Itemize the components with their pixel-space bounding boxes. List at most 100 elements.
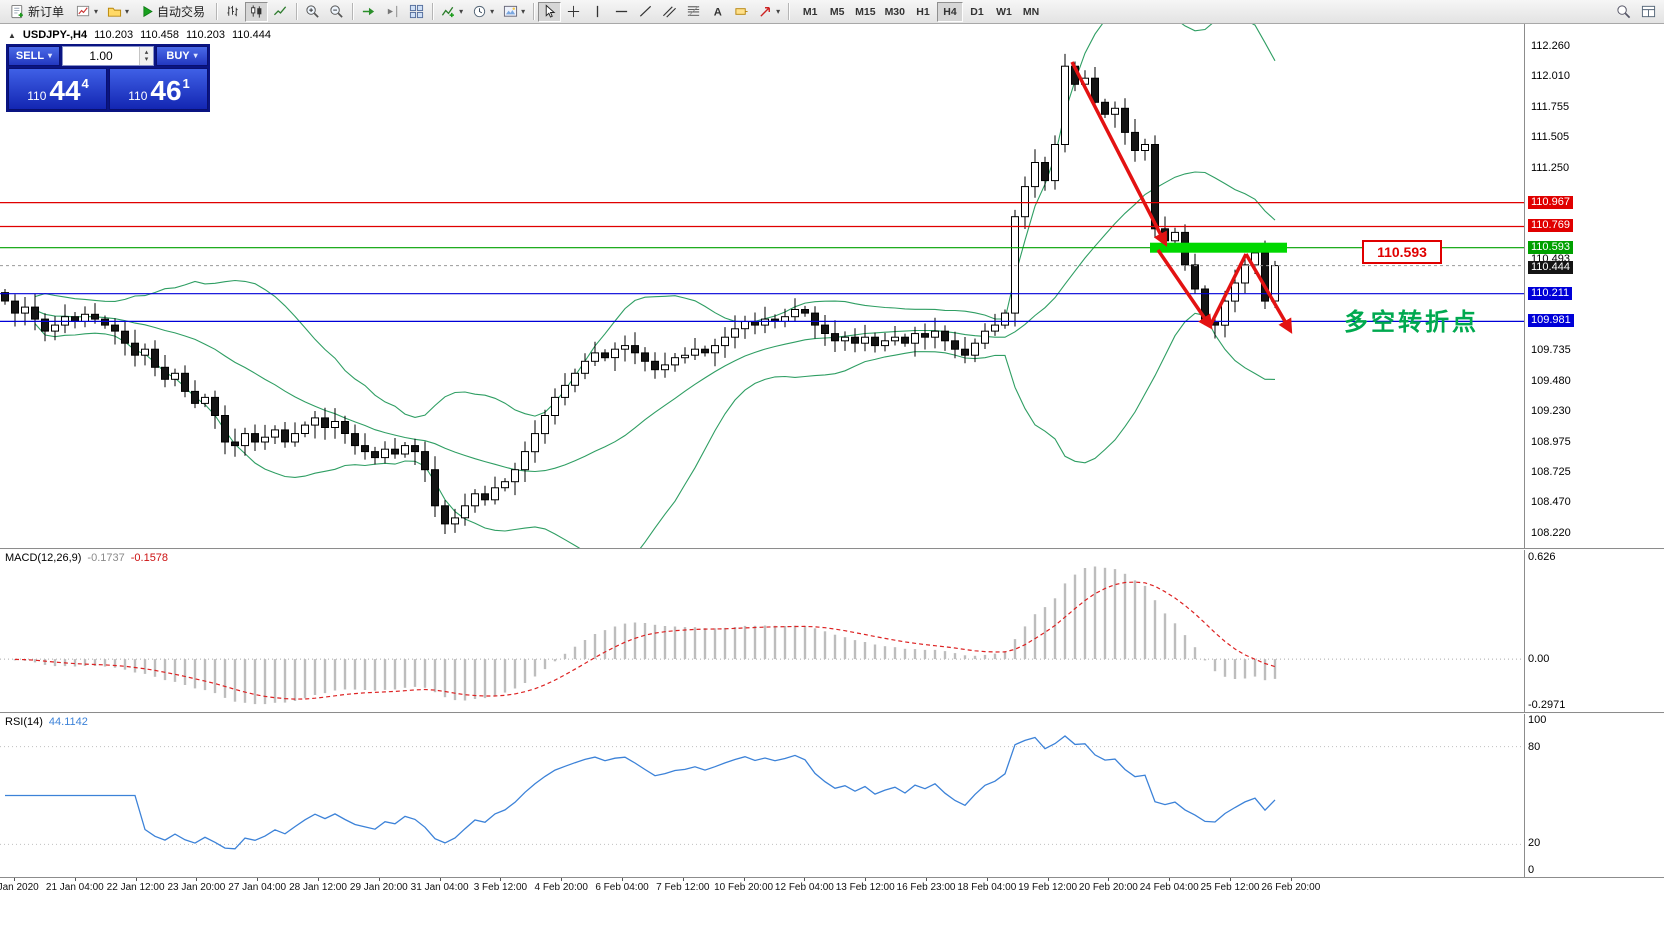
volume-down-icon[interactable]: ▾: [144, 56, 149, 63]
cursor-button[interactable]: [538, 1, 562, 22]
one-click-collapse-icon[interactable]: ▲: [8, 30, 16, 40]
text-button[interactable]: A: [706, 2, 729, 22]
sell-dropdown-icon[interactable]: ▾: [48, 51, 53, 60]
timeframe-m5-button[interactable]: M5: [824, 2, 850, 22]
channel-button[interactable]: [658, 2, 681, 22]
timeframe-m1-button[interactable]: M1: [797, 2, 823, 22]
price-axis-label: 110.593: [1528, 241, 1573, 254]
new-chart-button[interactable]: ▾: [72, 2, 102, 22]
indicators-button[interactable]: ▾: [437, 2, 467, 22]
trendline-button[interactable]: [634, 2, 657, 22]
rsi-axis[interactable]: 100 80 20 0: [1524, 714, 1664, 877]
periods-dropdown-icon[interactable]: ▾: [490, 6, 495, 16]
zoom-in-button[interactable]: [301, 2, 324, 22]
templates-button[interactable]: ▾: [499, 2, 529, 22]
auto-scroll-button[interactable]: [357, 2, 380, 22]
time-axis-tick: [318, 878, 319, 881]
timeframe-w1-button[interactable]: W1: [991, 2, 1017, 22]
rsi-plot[interactable]: [0, 714, 1524, 877]
tile-windows-icon: [409, 4, 424, 19]
vertical-line-button[interactable]: [586, 2, 609, 22]
auto-trading-button[interactable]: 自动交易: [134, 2, 212, 22]
new-chart-dropdown-icon[interactable]: ▾: [94, 6, 99, 16]
volume-value[interactable]: 1.00: [89, 49, 113, 63]
ohlc-open: 110.203: [94, 29, 134, 41]
arrows-tool-button[interactable]: ▾: [754, 2, 784, 22]
zoom-out-icon: [329, 4, 344, 19]
time-axis-tick: [743, 878, 745, 881]
bar-chart-button[interactable]: [221, 2, 244, 22]
profiles-button[interactable]: ▾: [103, 2, 133, 22]
chart-shift-icon: [385, 4, 400, 19]
time-axis-label: 3 Feb 12:00: [473, 882, 528, 893]
candlestick-chart-button[interactable]: [245, 1, 269, 22]
timeframe-mn-button[interactable]: MN: [1018, 2, 1044, 22]
crosshair-icon: [566, 4, 581, 19]
tile-windows-button[interactable]: [405, 2, 428, 22]
periods-button[interactable]: ▾: [468, 2, 498, 22]
crosshair-button[interactable]: [562, 2, 585, 22]
arrows-dropdown-icon[interactable]: ▾: [776, 6, 781, 16]
timeframe-m15-button[interactable]: M15: [851, 2, 879, 22]
rsi-axis-label: 100: [1528, 714, 1547, 726]
time-axis-tick: [14, 878, 15, 881]
horizontal-line-button[interactable]: [610, 2, 633, 22]
text-label-button[interactable]: [730, 2, 753, 22]
auto-scroll-icon: [361, 4, 376, 19]
time-axis-label: 29 Jan 20:00: [349, 882, 408, 893]
level-price-label[interactable]: 110.593: [1362, 240, 1442, 264]
toolbar-separator: [352, 3, 354, 20]
time-axis-label: 23 Jan 20:00: [167, 882, 226, 893]
fibonacci-button[interactable]: [682, 2, 705, 22]
time-axis-label: 12 Feb 04:00: [774, 882, 834, 893]
chart-title: ▲ USDJPY-,H4 110.203 110.458 110.203 110…: [8, 29, 271, 41]
time-axis-tick: [926, 878, 927, 881]
timeframe-m30-button[interactable]: M30: [881, 2, 909, 22]
volume-field[interactable]: 1.00 ▴ ▾: [62, 46, 154, 66]
sell-price-sup: 4: [81, 76, 89, 91]
time-axis-tick: [196, 878, 198, 881]
time-axis-label: 31 Jan 04:00: [410, 882, 469, 893]
templates-dropdown-icon[interactable]: ▾: [521, 6, 526, 16]
channel-icon: [662, 4, 677, 19]
toolbar: 新订单 ▾ ▾ 自动交易 ▾ ▾: [0, 0, 1664, 24]
panel-separator[interactable]: [0, 548, 1664, 550]
macd-plot[interactable]: [0, 550, 1524, 712]
time-axis-label: 28 Jan 12:00: [289, 882, 347, 893]
layout-icon: [1641, 4, 1656, 19]
price-axis[interactable]: 112.260 112.010 111.755 111.505 111.250 110.9…: [1524, 24, 1664, 548]
new-order-icon: [10, 4, 25, 19]
new-chart-icon: [76, 4, 91, 19]
time-axis-tick: [1290, 878, 1292, 881]
price-axis-label: 108.470: [1531, 496, 1571, 508]
line-chart-button[interactable]: [269, 2, 292, 22]
time-axis-tick: [1230, 878, 1231, 881]
macd-axis[interactable]: 0.626 0.00 -0.2971: [1524, 550, 1664, 712]
zoom-out-button[interactable]: [325, 2, 348, 22]
bar-chart-icon: [225, 4, 240, 19]
pivot-note-text[interactable]: 多空转折点: [1344, 309, 1479, 336]
buy-dropdown-icon[interactable]: ▾: [193, 51, 198, 60]
time-axis-label: 4 Feb 20:00: [534, 882, 588, 893]
rsi-header: RSI(14) 44.1142: [5, 716, 88, 728]
timeframe-h1-button[interactable]: H1: [910, 2, 936, 22]
price-chart-plot[interactable]: [0, 0, 1524, 563]
macd-axis-label: 0.626: [1528, 551, 1556, 563]
timeframe-d1-button[interactable]: D1: [964, 2, 990, 22]
panel-separator[interactable]: [0, 712, 1664, 714]
profiles-dropdown-icon[interactable]: ▾: [125, 6, 130, 16]
chart-shift-button[interactable]: [381, 2, 404, 22]
timeframe-h4-button[interactable]: H4: [937, 1, 963, 22]
volume-up-icon[interactable]: ▴: [144, 49, 149, 56]
buy-price-button[interactable]: 110 46 1: [109, 68, 208, 110]
sell-button[interactable]: SELL ▾: [8, 46, 60, 66]
search-button[interactable]: [1612, 2, 1635, 22]
indicators-dropdown-icon[interactable]: ▾: [459, 6, 464, 16]
new-order-button[interactable]: 新订单: [3, 2, 71, 22]
layout-button[interactable]: [1637, 2, 1660, 22]
sell-price-button[interactable]: 110 44 4: [8, 68, 107, 110]
volume-spinner[interactable]: ▴ ▾: [139, 47, 153, 65]
buy-button[interactable]: BUY ▾: [156, 46, 208, 66]
time-axis-tick: [804, 878, 806, 881]
